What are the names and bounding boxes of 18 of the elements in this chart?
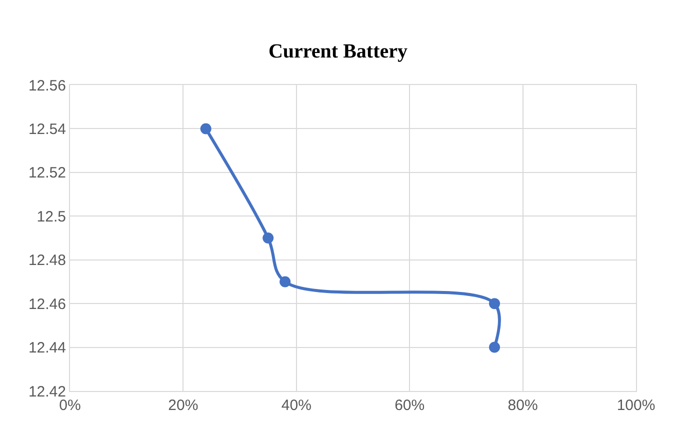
y-tick-label: 12.56 [28, 77, 66, 94]
point [489, 298, 500, 310]
x-tick-label: 100% [616, 397, 656, 414]
point [280, 276, 291, 288]
y-tick-label: 12.44 [28, 340, 66, 357]
y-tick-label: 12.5 [36, 208, 66, 226]
y-tick-label: 12.48 [28, 252, 66, 270]
point [489, 342, 500, 353]
x-tick-label: 60% [394, 397, 425, 414]
y-tick-label: 12.52 [28, 164, 66, 182]
x-tick-label: 20% [168, 397, 198, 414]
chart-title: Current Battery [268, 40, 408, 63]
x-tick-label: 80% [508, 397, 538, 414]
y-tick-label: 12.46 [28, 296, 66, 313]
point [262, 232, 274, 244]
x-tick-label: 40% [281, 397, 312, 414]
y-tick-label: 12.54 [28, 120, 66, 138]
point [200, 123, 212, 134]
